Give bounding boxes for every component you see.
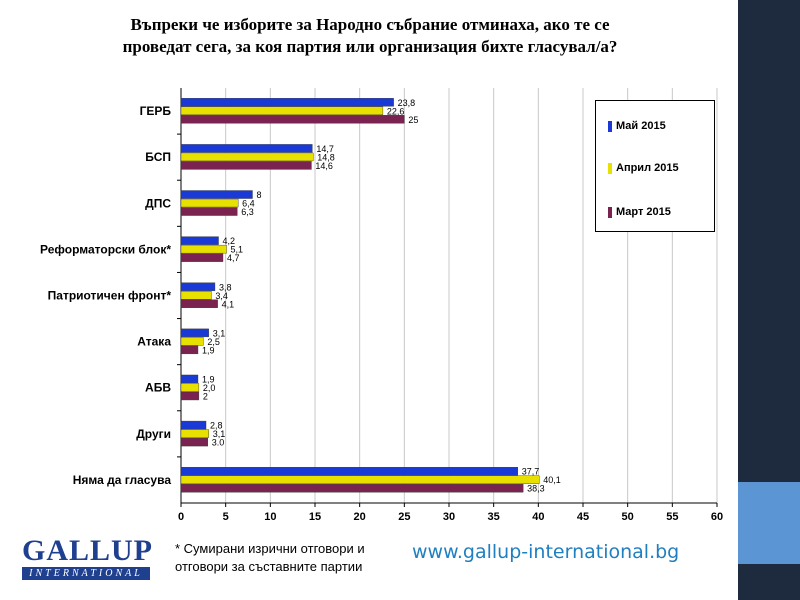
x-tick-label-5: 5 <box>223 511 229 523</box>
legend-item-may: Май 2015 <box>608 119 666 133</box>
x-tick-label-20: 20 <box>354 511 366 523</box>
website-link[interactable]: www.gallup-international.bg <box>412 541 680 563</box>
gallup-logo: GALLUP INTERNATIONAL <box>22 534 154 580</box>
chart-title: Въпреки че изборите за Народно събрание … <box>20 14 720 58</box>
data-label-march-4: 4,1 <box>222 299 235 309</box>
data-label-may-4: 3,8 <box>219 282 232 292</box>
bar-may-0 <box>180 98 394 107</box>
data-label-march-1: 14,6 <box>315 161 333 171</box>
data-label-april-6: 2,0 <box>203 383 216 393</box>
chart-title-line-1: Въпреки че изборите за Народно събрание … <box>130 15 610 34</box>
x-tick-label-40: 40 <box>532 511 544 523</box>
data-label-march-0: 25 <box>408 115 418 125</box>
bar-march-7 <box>180 437 208 447</box>
bar-may-3 <box>180 236 219 245</box>
category-label-6: АБВ <box>145 381 171 395</box>
bar-april-8 <box>180 475 540 484</box>
data-label-may-7: 2,8 <box>210 421 223 431</box>
category-label-3: Реформаторски блок* <box>40 242 171 256</box>
legend-item-march: Март 2015 <box>608 205 671 219</box>
bar-may-7 <box>180 420 207 430</box>
bar-april-0 <box>180 106 384 116</box>
bar-april-4 <box>180 291 212 300</box>
legend-label-may: Май 2015 <box>616 120 666 132</box>
data-label-may-6: 1,9 <box>202 374 215 384</box>
data-label-april-7: 3,1 <box>213 429 226 439</box>
data-label-april-2: 6,4 <box>242 199 255 209</box>
footnote-line-1: * Сумирани изрични отговори и <box>175 541 365 556</box>
x-tick-label-35: 35 <box>488 511 500 523</box>
bar-march-0 <box>180 115 405 124</box>
data-label-march-3: 4,7 <box>227 253 240 263</box>
data-label-may-0: 23,8 <box>398 98 416 108</box>
data-label-may-8: 37,7 <box>522 467 540 477</box>
data-label-april-8: 40,1 <box>543 475 561 485</box>
bar-april-5 <box>180 337 204 346</box>
x-tick-label-0: 0 <box>178 511 184 523</box>
data-label-april-4: 3,4 <box>215 291 228 301</box>
footnote: * Сумирани изрични отговори и отговори з… <box>175 540 365 576</box>
data-label-march-8: 38,3 <box>527 484 545 494</box>
chart-title-line-2: проведат сега, за коя партия или организ… <box>122 37 618 56</box>
bar-march-3 <box>180 253 224 262</box>
bar-may-6 <box>180 374 199 384</box>
data-label-may-5: 3,1 <box>213 328 226 338</box>
bar-march-6 <box>180 391 200 401</box>
legend: Май 2015 Април 2015 Март 2015 <box>595 100 715 232</box>
bar-may-8 <box>180 466 518 476</box>
bar-may-2 <box>180 190 253 199</box>
category-label-8: Няма да гласува <box>73 473 172 487</box>
bar-march-1 <box>180 161 312 170</box>
data-label-may-2: 8 <box>256 190 261 200</box>
bar-april-3 <box>180 244 227 254</box>
bar-march-8 <box>180 483 524 493</box>
x-tick-label-10: 10 <box>264 511 276 523</box>
x-tick-label-25: 25 <box>398 511 410 523</box>
bar-march-4 <box>180 299 218 308</box>
category-label-0: ГЕРБ <box>140 104 172 118</box>
category-label-5: Атака <box>137 335 171 349</box>
bar-april-6 <box>180 383 200 392</box>
data-label-march-2: 6,3 <box>241 207 254 217</box>
data-label-april-1: 14,8 <box>317 152 335 162</box>
logo-subtitle: INTERNATIONAL <box>22 567 150 580</box>
bar-april-2 <box>180 198 239 208</box>
legend-label-march: Март 2015 <box>616 206 671 218</box>
bar-april-1 <box>180 152 314 162</box>
legend-swatch-march <box>608 206 612 218</box>
bar-march-5 <box>180 345 199 355</box>
bar-may-4 <box>180 282 216 291</box>
x-tick-label-30: 30 <box>443 511 455 523</box>
x-tick-label-15: 15 <box>309 511 321 523</box>
data-label-march-5: 1,9 <box>202 345 215 355</box>
x-tick-label-60: 60 <box>711 511 723 523</box>
x-tick-label-45: 45 <box>577 511 589 523</box>
legend-swatch-may <box>608 120 612 132</box>
data-label-april-3: 5,1 <box>231 245 244 255</box>
legend-swatch-april <box>608 162 612 174</box>
bar-april-7 <box>180 429 209 438</box>
bar-chart: 0 5 10 15 20 25 30 35 40 45 50 55 60ГЕРБ23,822,625БС… <box>40 88 723 523</box>
category-label-2: ДПС <box>145 196 171 210</box>
data-label-may-1: 14,7 <box>316 144 334 154</box>
x-tick-label-55: 55 <box>666 511 678 523</box>
bar-may-1 <box>180 144 313 153</box>
bar-march-2 <box>180 207 238 216</box>
footnote-line-2: отговори за съставните партии <box>175 559 363 574</box>
data-label-may-3: 4,2 <box>223 236 236 246</box>
category-label-1: БСП <box>145 150 171 164</box>
data-label-march-6: 2 <box>203 391 208 401</box>
right-accent-block <box>738 482 800 564</box>
category-label-4: Патриотичен фронт* <box>48 289 172 303</box>
logo-word: GALLUP <box>22 534 154 567</box>
data-label-march-7: 3.0 <box>212 438 225 448</box>
bar-may-5 <box>180 328 209 338</box>
category-label-7: Други <box>136 427 171 441</box>
x-tick-label-50: 50 <box>622 511 634 523</box>
data-label-april-5: 2,5 <box>207 337 220 347</box>
legend-label-april: Април 2015 <box>616 162 679 174</box>
legend-item-april: Април 2015 <box>608 161 679 175</box>
data-label-april-0: 22,6 <box>387 106 405 116</box>
